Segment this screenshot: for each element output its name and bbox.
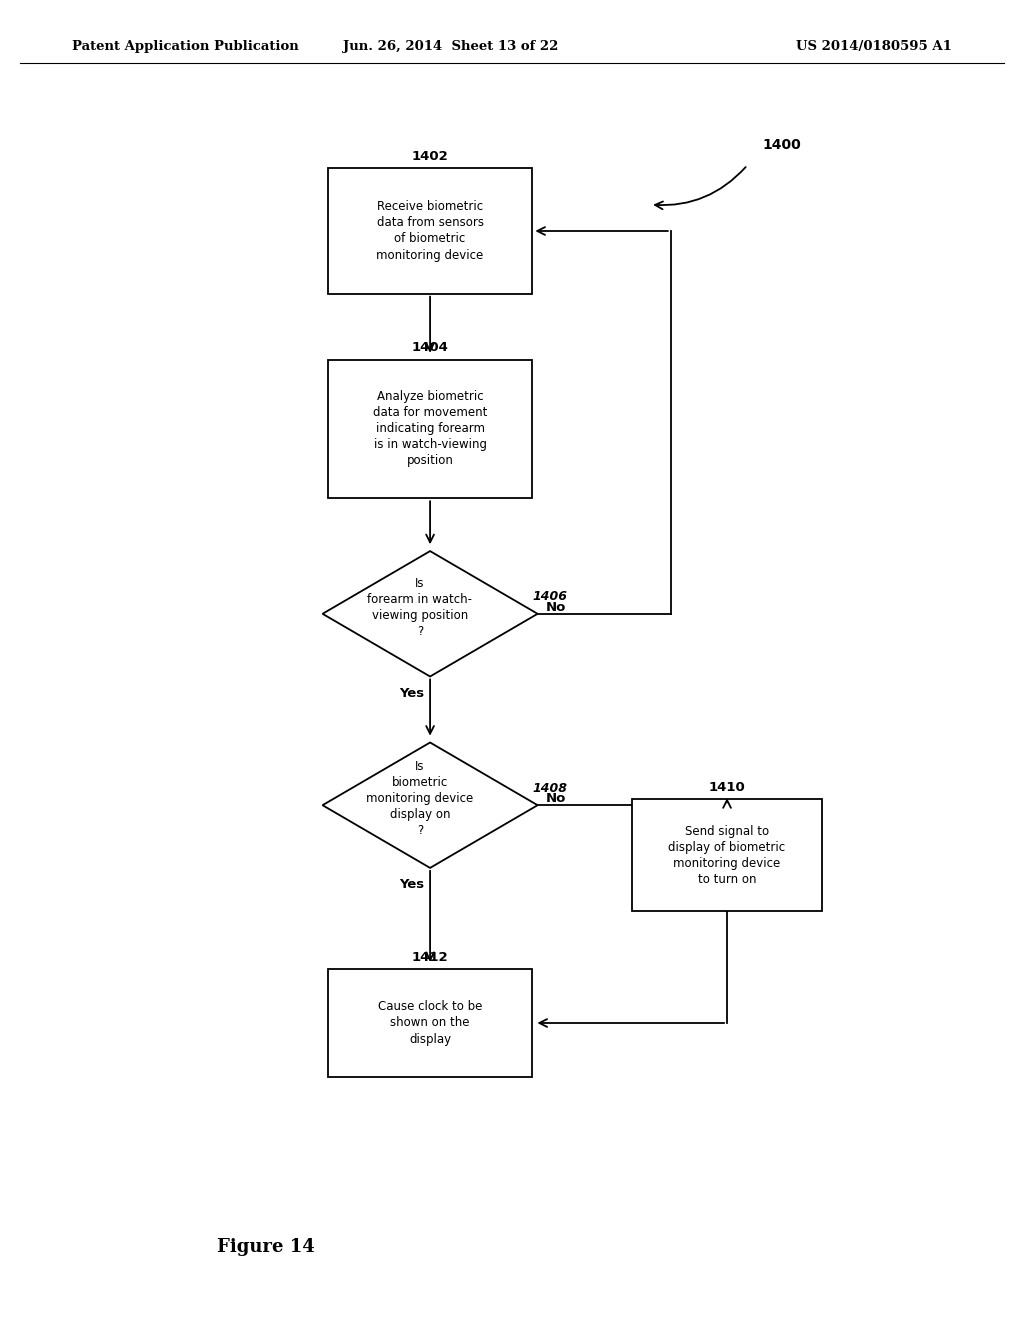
- Text: Is
forearm in watch-
viewing position
?: Is forearm in watch- viewing position ?: [368, 577, 472, 638]
- Text: US 2014/0180595 A1: US 2014/0180595 A1: [797, 40, 952, 53]
- FancyBboxPatch shape: [328, 169, 532, 294]
- Polygon shape: [323, 552, 538, 676]
- Text: Cause clock to be
shown on the
display: Cause clock to be shown on the display: [378, 1001, 482, 1045]
- Text: Yes: Yes: [399, 879, 424, 891]
- Text: Is
biometric
monitoring device
display on
?: Is biometric monitoring device display o…: [367, 760, 473, 837]
- Text: No: No: [546, 601, 566, 614]
- FancyBboxPatch shape: [328, 969, 532, 1077]
- Polygon shape: [323, 742, 538, 869]
- FancyBboxPatch shape: [632, 799, 821, 911]
- Text: 1410: 1410: [709, 781, 745, 795]
- Text: Send signal to
display of biometric
monitoring device
to turn on: Send signal to display of biometric moni…: [669, 825, 785, 886]
- Text: Yes: Yes: [399, 686, 424, 700]
- Text: Analyze biometric
data for movement
indicating forearm
is in watch-viewing
posit: Analyze biometric data for movement indi…: [373, 391, 487, 467]
- Text: 1408: 1408: [532, 781, 567, 795]
- Text: 1412: 1412: [412, 950, 449, 964]
- Text: Receive biometric
data from sensors
of biometric
monitoring device: Receive biometric data from sensors of b…: [377, 201, 483, 261]
- Text: 1406: 1406: [532, 590, 567, 603]
- Text: 1402: 1402: [412, 150, 449, 162]
- Text: 1404: 1404: [412, 342, 449, 354]
- FancyBboxPatch shape: [328, 359, 532, 498]
- Text: Patent Application Publication: Patent Application Publication: [72, 40, 298, 53]
- Text: Figure 14: Figure 14: [217, 1238, 315, 1257]
- Text: 1400: 1400: [763, 139, 802, 152]
- Text: No: No: [546, 792, 566, 805]
- Text: Jun. 26, 2014  Sheet 13 of 22: Jun. 26, 2014 Sheet 13 of 22: [343, 40, 558, 53]
